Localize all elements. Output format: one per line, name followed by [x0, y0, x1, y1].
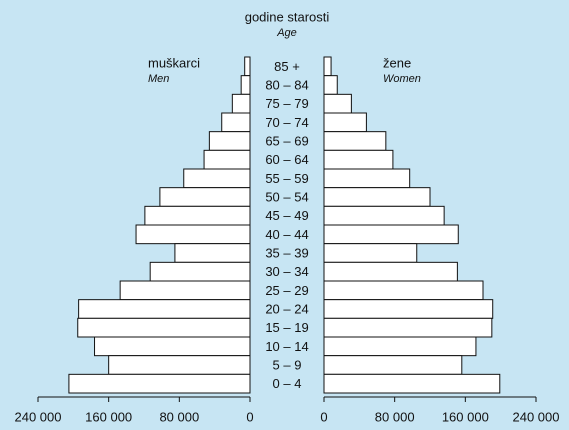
category-label: 70 – 74 [265, 115, 308, 130]
bar [108, 355, 251, 375]
category-label: 50 – 54 [265, 189, 308, 204]
bar [149, 261, 251, 282]
bar [323, 112, 367, 133]
legend-label: Men [148, 73, 169, 85]
x-tick-label: 0 [246, 409, 253, 424]
bar [144, 205, 251, 226]
category-label: 65 – 69 [265, 133, 308, 148]
category-label: 35 – 39 [265, 245, 308, 260]
legend-label: Women [383, 73, 421, 85]
bar [159, 187, 251, 207]
x-tick-label: 240 000 [513, 409, 560, 424]
bar [68, 373, 251, 394]
bar [183, 168, 251, 189]
bar [203, 149, 251, 170]
category-label: 45 – 49 [265, 208, 308, 223]
bar [323, 299, 494, 319]
bar [119, 280, 251, 301]
category-label: 15 – 19 [265, 320, 308, 335]
bar [323, 373, 501, 394]
chart-title: godine starosti [245, 9, 330, 24]
category-label: 85 + [274, 59, 300, 74]
bar [240, 75, 251, 95]
bar [221, 112, 251, 133]
category-label: 25 – 29 [265, 283, 308, 298]
bar [323, 168, 411, 189]
category-label: 10 – 14 [265, 339, 308, 354]
bar [323, 355, 463, 375]
x-tick-label: 240 000 [15, 409, 62, 424]
bar [323, 75, 338, 95]
bar [323, 261, 458, 282]
x-tick-label: 160 000 [85, 409, 132, 424]
bar [231, 93, 251, 114]
bar [323, 93, 352, 114]
category-label: 40 – 44 [265, 227, 308, 242]
bar [135, 224, 251, 245]
category-label: 80 – 84 [265, 77, 308, 92]
bar [323, 187, 431, 207]
bar [77, 317, 251, 338]
category-label: 75 – 79 [265, 96, 308, 111]
bar [323, 131, 387, 151]
bar [78, 299, 251, 319]
bar [323, 336, 477, 357]
bar [244, 56, 251, 77]
bar [323, 317, 493, 338]
bar [94, 336, 251, 357]
category-label: 5 – 9 [273, 357, 302, 372]
category-label: 30 – 34 [265, 264, 308, 279]
bar [323, 243, 418, 263]
category-label: 60 – 64 [265, 152, 308, 167]
bar [174, 243, 251, 263]
category-label: 0 – 4 [273, 376, 302, 391]
x-tick-label: 80 000 [375, 409, 415, 424]
category-label: 55 – 59 [265, 171, 308, 186]
bar [323, 280, 484, 301]
x-tick-label: 0 [320, 409, 327, 424]
chart-subtitle: Age [276, 27, 297, 39]
x-tick-label: 80 000 [159, 409, 199, 424]
bar [323, 56, 332, 77]
bar [323, 205, 445, 226]
legend-label: žene [383, 55, 411, 70]
bar [323, 149, 394, 170]
category-label: 20 – 24 [265, 301, 308, 316]
x-tick-label: 160 000 [442, 409, 489, 424]
legend-label: muškarci [148, 55, 200, 70]
bar [208, 131, 251, 151]
bar [323, 224, 459, 245]
